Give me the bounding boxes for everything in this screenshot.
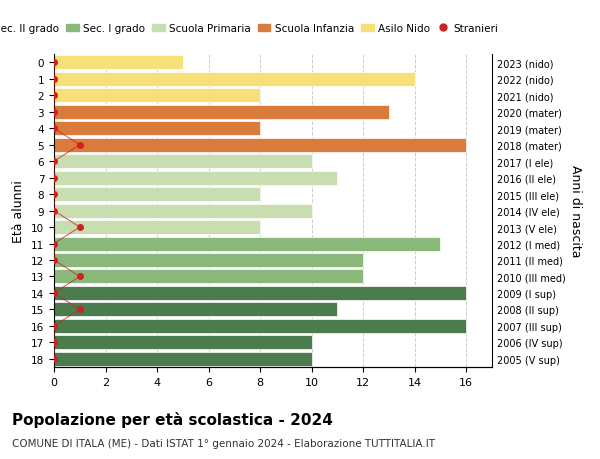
Bar	[54, 286, 466, 300]
Y-axis label: Anni di nascita: Anni di nascita	[569, 165, 582, 257]
Bar	[54, 270, 363, 284]
Legend: Sec. II grado, Sec. I grado, Scuola Primaria, Scuola Infanzia, Asilo Nido, Stran: Sec. II grado, Sec. I grado, Scuola Prim…	[0, 20, 503, 38]
Bar	[54, 171, 337, 185]
Bar	[54, 336, 311, 350]
Bar	[54, 352, 311, 366]
Text: COMUNE DI ITALA (ME) - Dati ISTAT 1° gennaio 2024 - Elaborazione TUTTITALIA.IT: COMUNE DI ITALA (ME) - Dati ISTAT 1° gen…	[12, 438, 435, 448]
Bar	[54, 122, 260, 136]
Text: Popolazione per età scolastica - 2024: Popolazione per età scolastica - 2024	[12, 411, 333, 427]
Bar	[54, 139, 466, 152]
Bar	[54, 253, 363, 268]
Bar	[54, 188, 260, 202]
Bar	[54, 73, 415, 87]
Bar	[54, 237, 440, 251]
Bar	[54, 319, 466, 333]
Bar	[54, 56, 183, 70]
Bar	[54, 204, 311, 218]
Bar	[54, 221, 260, 235]
Bar	[54, 89, 260, 103]
Y-axis label: Età alunni: Età alunni	[13, 180, 25, 242]
Bar	[54, 106, 389, 119]
Bar	[54, 155, 311, 169]
Bar	[54, 303, 337, 317]
